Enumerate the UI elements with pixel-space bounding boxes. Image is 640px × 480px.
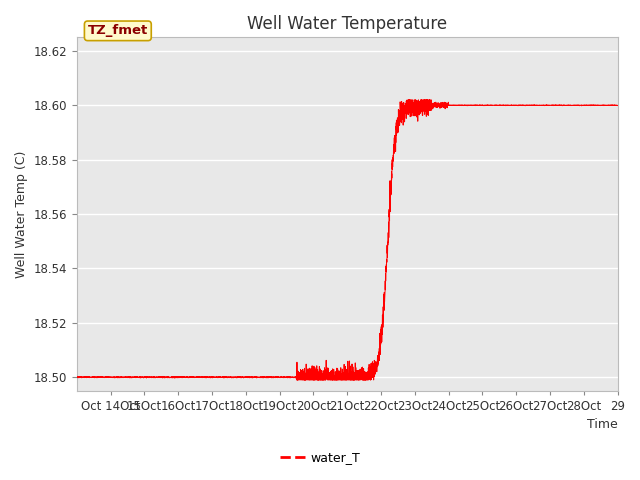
Legend: water_T: water_T xyxy=(275,446,365,469)
Text: TZ_fmet: TZ_fmet xyxy=(88,24,148,37)
X-axis label: Time: Time xyxy=(587,419,618,432)
Title: Well Water Temperature: Well Water Temperature xyxy=(247,15,447,33)
Y-axis label: Well Water Temp (C): Well Water Temp (C) xyxy=(15,150,28,278)
